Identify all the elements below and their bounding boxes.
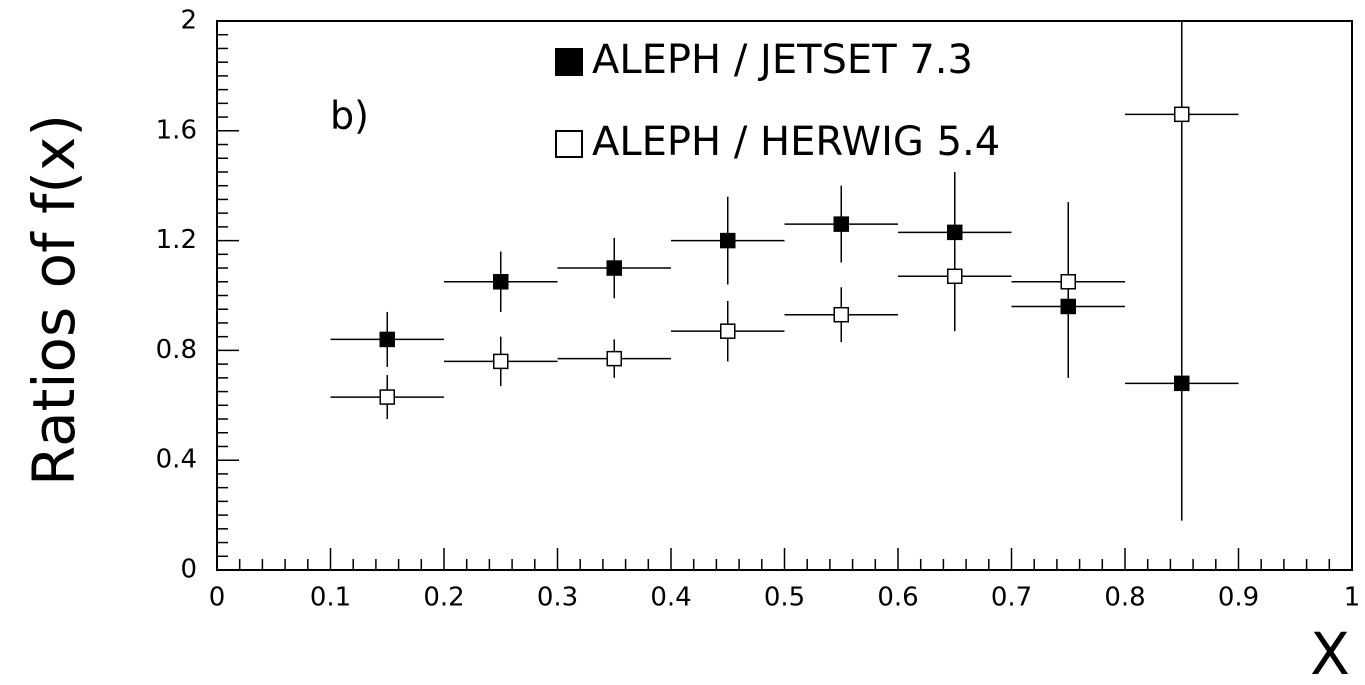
y-tick-label: 0: [180, 555, 197, 585]
marker: [379, 389, 395, 405]
plot-data: [330, 21, 1239, 521]
x-tick-label: 1: [1344, 583, 1361, 613]
marker: [379, 331, 395, 348]
x-tick-label: 0.9: [1218, 583, 1259, 613]
x-tick-label: 0.8: [1104, 583, 1145, 613]
marker: [1060, 274, 1076, 290]
marker: [606, 350, 622, 367]
y-tick-label: 1.6: [156, 115, 197, 145]
x-tick-label: 0.2: [423, 583, 464, 613]
legend-label: ALEPH / JETSET 7.3: [592, 37, 973, 83]
x-tick-label: 0.4: [650, 583, 691, 613]
y-tick-label: 0.4: [156, 445, 197, 475]
marker: [720, 323, 736, 339]
marker: [833, 306, 849, 323]
legend-marker: [555, 48, 583, 76]
x-tick-label: 0.1: [310, 583, 351, 613]
y-axis-label: Ratios of f(x): [20, 114, 88, 486]
marker: [493, 274, 509, 290]
legend-label: ALEPH / HERWIG 5.4: [592, 119, 1000, 165]
legend-marker: [555, 130, 583, 158]
x-axis-label: X: [1310, 620, 1350, 685]
marker: [606, 260, 622, 276]
marker: [720, 232, 736, 249]
y-tick-label: 1.2: [156, 225, 197, 255]
x-tick-label: 0.6: [877, 583, 918, 613]
x-tick-label: 0.3: [537, 583, 578, 613]
x-tick-label: 0: [209, 583, 226, 613]
marker: [833, 216, 849, 232]
marker: [1174, 106, 1190, 123]
y-tick-label: 0.8: [156, 335, 197, 365]
x-tick-label: 0.7: [991, 583, 1032, 613]
marker: [493, 353, 509, 370]
y-tick-label: 2: [180, 6, 197, 36]
x-tick-label: 0.5: [764, 583, 805, 613]
marker: [1174, 375, 1190, 392]
annotation: b): [330, 94, 369, 138]
marker: [947, 268, 963, 285]
